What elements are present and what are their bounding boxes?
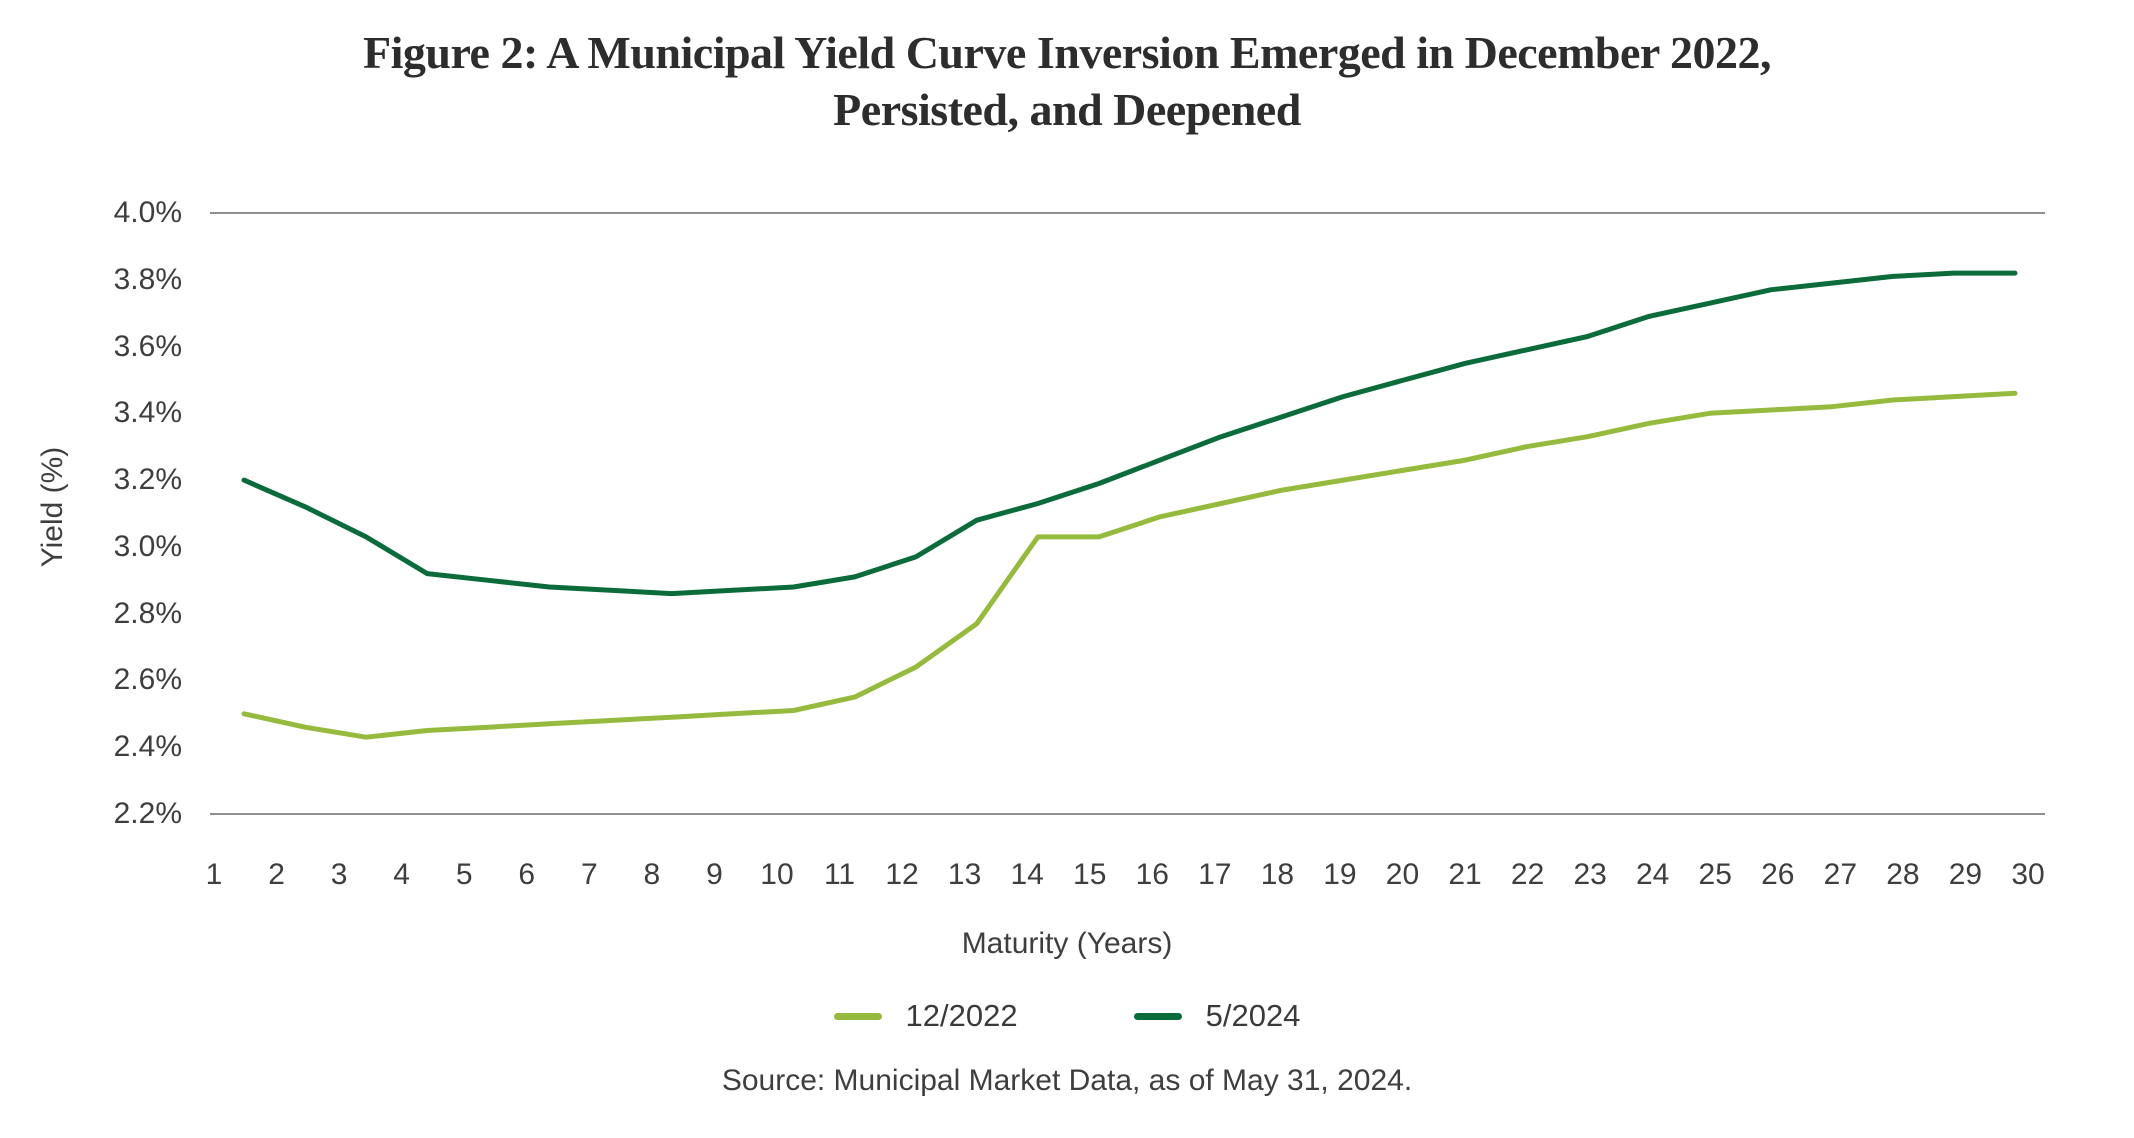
x-tick-label-9: 9	[706, 858, 723, 891]
y-tick-label-2.2: 2.2%	[113, 797, 182, 830]
y-tick-label-2.6: 2.6%	[113, 663, 182, 697]
x-tick-label-15: 15	[1073, 858, 1107, 891]
x-tick-label-23: 23	[1573, 858, 1607, 891]
x-tick-label-19: 19	[1323, 858, 1357, 891]
x-tick-label-11: 11	[823, 858, 856, 891]
legend-label-5-2024: 5/2024	[1205, 998, 1301, 1033]
x-tick-label-26: 26	[1761, 858, 1795, 891]
y-tick-label-4.0: 4.0%	[113, 196, 182, 229]
x-tick-label-7: 7	[580, 858, 598, 891]
x-tick-label-24: 24	[1636, 858, 1670, 891]
x-tick-label-2: 2	[268, 858, 285, 891]
x-tick-label-14: 14	[1010, 858, 1044, 891]
y-tick-label-3.8: 3.8%	[113, 262, 182, 296]
x-tick-label-16: 16	[1135, 858, 1169, 891]
chart-title-line1: Figure 2: A Municipal Yield Curve Invers…	[362, 27, 1772, 78]
series-line-12-2022	[241, 390, 2018, 740]
y-tick-label-3.0: 3.0%	[113, 529, 182, 563]
x-tick-label-5: 5	[455, 858, 473, 891]
x-tick-label-4: 4	[393, 858, 410, 891]
x-tick-label-29: 29	[1948, 858, 1983, 891]
legend-item-5-2024: 5/2024	[1133, 998, 1301, 1034]
source-note: Source: Municipal Market Data, as of May…	[721, 1064, 1413, 1097]
x-tick-label-27: 27	[1823, 858, 1858, 891]
x-tick-label-25: 25	[1698, 858, 1732, 891]
x-tick-label-22: 22	[1510, 858, 1545, 891]
legend-swatch-5-2024	[1133, 1012, 1182, 1020]
x-tick-label-1: 1	[205, 858, 223, 891]
x-tick-label-13: 13	[947, 858, 982, 891]
x-tick-label-17: 17	[1198, 858, 1232, 891]
y-tick-label-3.6: 3.6%	[113, 329, 182, 363]
x-tick-label-30: 30	[2011, 858, 2045, 891]
x-tick-label-8: 8	[643, 858, 661, 891]
legend: 12/2022 5/2024	[0, 998, 2134, 1034]
x-tick-label-10: 10	[760, 858, 794, 891]
chart-title-line2: Persisted, and Deepened	[833, 84, 1301, 135]
y-tick-label-2.4: 2.4%	[113, 730, 182, 764]
x-tick-label-3: 3	[330, 858, 348, 891]
y-tick-label-2.8: 2.8%	[113, 596, 182, 630]
legend-item-12-2022: 12/2022	[833, 998, 1018, 1034]
y-tick-label-3.2: 3.2%	[113, 463, 182, 497]
x-tick-label-6: 6	[518, 858, 536, 891]
legend-swatch-12-2022	[833, 1012, 882, 1020]
series-line-5-2024	[241, 270, 2018, 597]
legend-label-12-2022: 12/2022	[905, 998, 1018, 1033]
chart-title: Figure 2: A Municipal Yield Curve Invers…	[0, 24, 2134, 138]
y-tick-label-3.4: 3.4%	[113, 396, 182, 430]
x-tick-label-12: 12	[885, 858, 919, 891]
x-tick-label-18: 18	[1260, 858, 1295, 891]
x-tick-label-21: 21	[1448, 858, 1482, 891]
x-axis-title: Maturity (Years)	[961, 927, 1173, 960]
x-tick-label-28: 28	[1886, 858, 1920, 891]
x-tick-label-20: 20	[1385, 858, 1420, 891]
